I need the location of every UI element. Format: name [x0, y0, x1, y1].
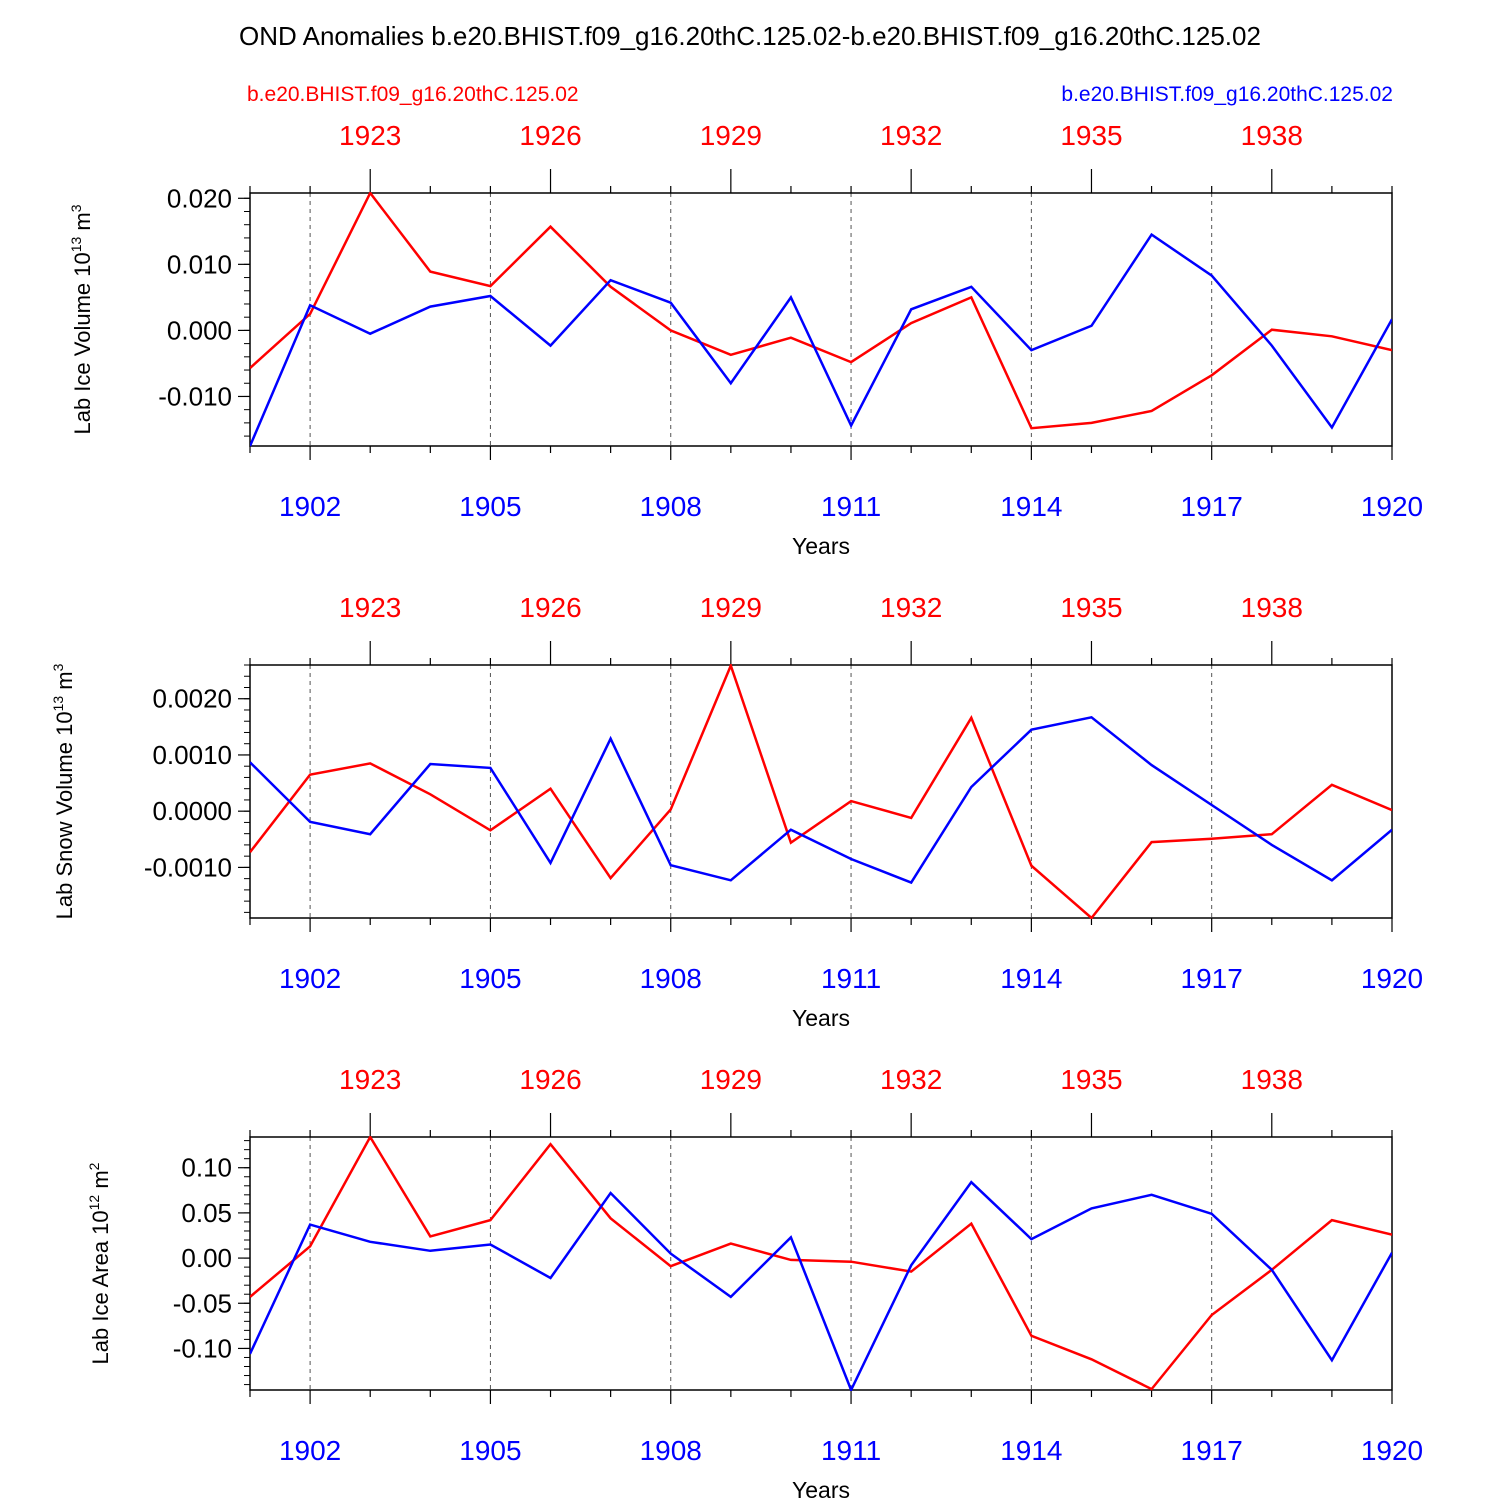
panel-ice-area: -0.10 -0.05 0.00 0.05 0.10 1902 1905 1908 1911 19… — [86, 1064, 1423, 1500]
x-axis-title: Years — [792, 533, 850, 559]
legend-case1-label: b.e20.BHIST.f09_g16.20thC.125.02 — [247, 83, 579, 106]
y-tick-label: -0.0010 — [144, 852, 232, 882]
y-tick-label: 0.010 — [167, 249, 232, 279]
top-tick-label: 1932 — [880, 120, 942, 151]
top-tick-label: 1932 — [880, 1064, 942, 1095]
x-axis-title: Years — [792, 1005, 850, 1031]
y-tick-label: 0.05 — [181, 1198, 232, 1228]
x-tick-label: 1914 — [1000, 1435, 1062, 1466]
top-tick-label: 1923 — [339, 120, 401, 151]
y-tick-label: 0.020 — [167, 183, 232, 213]
x-tick-label: 1920 — [1361, 963, 1423, 994]
series-line-red — [250, 664, 1392, 919]
plot-frame — [249, 1136, 1393, 1391]
top-tick-label: 1926 — [519, 1064, 581, 1095]
top-tick-label: 1923 — [339, 592, 401, 623]
top-tick-label: 1923 — [339, 1064, 401, 1095]
y-axis-title: Lab Snow Volume 1013 m3 — [50, 663, 77, 919]
top-tick-label: 1929 — [700, 120, 762, 151]
plot-frame — [249, 664, 1393, 919]
y-axis-title: Lab Ice Area 1012 m2 — [86, 1162, 113, 1364]
y-tick-label: 0.00 — [181, 1243, 232, 1273]
plot-frame — [249, 192, 1393, 447]
y-tick-label: 0.000 — [167, 315, 232, 345]
top-tick-label: 1926 — [519, 592, 581, 623]
y-tick-label: 0.0010 — [152, 740, 232, 770]
top-tick-label: 1938 — [1241, 120, 1303, 151]
top-tick-label: 1935 — [1060, 120, 1122, 151]
top-tick-label: 1935 — [1060, 592, 1122, 623]
x-tick-label: 1905 — [459, 1435, 521, 1466]
x-tick-label: 1902 — [279, 1435, 341, 1466]
x-tick-label: 1914 — [1000, 491, 1062, 522]
top-tick-label: 1938 — [1241, 592, 1303, 623]
y-tick-label: -0.010 — [158, 381, 232, 411]
top-tick-label: 1938 — [1241, 1064, 1303, 1095]
panel-snow-volume: -0.0010 0.0000 0.0010 0.0020 1902 1905 1908 191… — [50, 592, 1423, 1031]
y-tick-label: 0.0000 — [152, 796, 232, 826]
series-line-red — [250, 192, 1392, 430]
x-tick-label: 1920 — [1361, 1435, 1423, 1466]
x-tick-label: 1917 — [1181, 1435, 1243, 1466]
x-tick-label: 1908 — [640, 963, 702, 994]
x-tick-label: 1908 — [640, 491, 702, 522]
y-axis-title: Lab Ice Volume 1013 m3 — [68, 204, 95, 434]
x-tick-label: 1917 — [1181, 491, 1243, 522]
x-tick-label: 1905 — [459, 963, 521, 994]
top-tick-label: 1926 — [519, 120, 581, 151]
top-tick-label: 1935 — [1060, 1064, 1122, 1095]
x-tick-label: 1917 — [1181, 963, 1243, 994]
x-tick-label: 1911 — [821, 963, 881, 994]
x-tick-label: 1902 — [279, 491, 341, 522]
top-tick-label: 1929 — [700, 1064, 762, 1095]
top-tick-label: 1932 — [880, 592, 942, 623]
y-tick-label: -0.10 — [173, 1333, 232, 1363]
series-line-blue — [250, 232, 1392, 447]
series-line-red — [250, 1136, 1392, 1391]
top-tick-label: 1929 — [700, 592, 762, 623]
x-tick-label: 1908 — [640, 1435, 702, 1466]
x-tick-label: 1914 — [1000, 963, 1062, 994]
x-tick-label: 1902 — [279, 963, 341, 994]
y-tick-label: -0.05 — [173, 1288, 232, 1318]
y-tick-label: 0.10 — [181, 1153, 232, 1183]
series-line-blue — [250, 715, 1392, 885]
x-tick-label: 1911 — [821, 1435, 881, 1466]
legend-case2-label: b.e20.BHIST.f09_g16.20thC.125.02 — [1061, 83, 1393, 106]
x-tick-label: 1911 — [821, 491, 881, 522]
x-tick-label: 1920 — [1361, 491, 1423, 522]
chart-title: OND Anomalies b.e20.BHIST.f09_g16.20thC.… — [239, 21, 1261, 51]
panel-ice-volume: -0.010 0.000 0.010 0.020 1902 1905 1908 1911 191… — [68, 120, 1423, 559]
x-axis-title: Years — [792, 1477, 850, 1500]
x-tick-label: 1905 — [459, 491, 521, 522]
series-line-blue — [250, 1180, 1392, 1391]
y-tick-label: 0.0020 — [152, 684, 232, 714]
